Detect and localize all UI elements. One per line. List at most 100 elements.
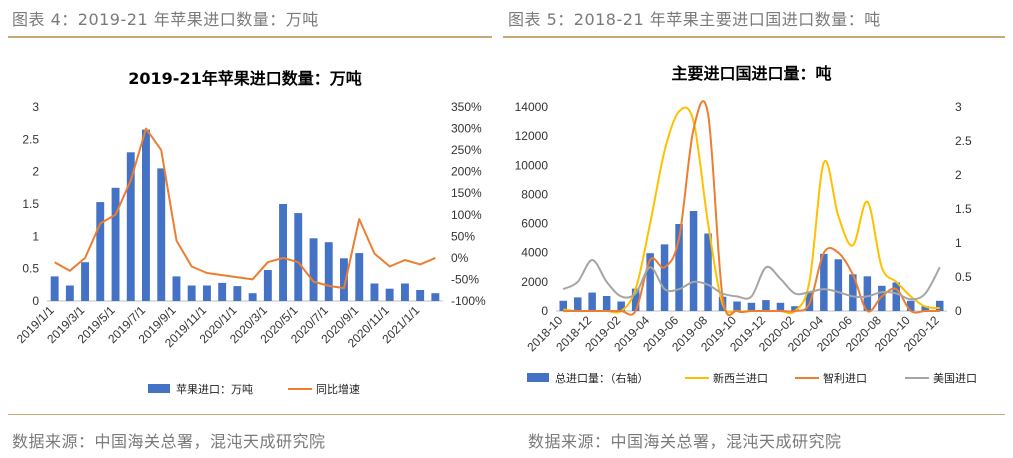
legend-swatch xyxy=(527,373,549,382)
bar xyxy=(187,285,196,301)
bar xyxy=(340,258,348,301)
y-left-tick-label: 2000 xyxy=(521,275,548,289)
bar xyxy=(294,213,303,301)
bar xyxy=(834,259,843,311)
bar xyxy=(416,290,425,301)
chart-title: 2019-21年苹果进口数量：万吨 xyxy=(128,69,361,88)
bar xyxy=(96,202,105,301)
legend-item: 新西兰进口 xyxy=(685,371,768,385)
y-left-tick-label: 3 xyxy=(32,100,39,114)
y-right-tick-label: 200% xyxy=(451,165,482,179)
bar xyxy=(203,285,211,301)
legend-label: 同比增速 xyxy=(316,382,360,396)
bar xyxy=(936,300,944,311)
bar xyxy=(602,296,611,311)
bar xyxy=(907,300,915,311)
legend-item: 总进口量：（右轴） xyxy=(527,371,649,385)
y-left-tick-label: 0 xyxy=(32,294,39,308)
bar xyxy=(689,211,698,311)
y-left-tick-label: 14000 xyxy=(515,100,549,114)
y-left-tick-label: 4000 xyxy=(521,246,548,260)
bar xyxy=(81,262,89,301)
bar xyxy=(401,283,409,301)
legend-item: 智利进口 xyxy=(795,371,867,385)
source-left: 数据来源：中国海关总署，混沌天成研究院 xyxy=(12,432,326,451)
divider-bottom xyxy=(8,414,1005,415)
y-left-tick-label: 6000 xyxy=(521,217,548,231)
y-right-tick-label: 2 xyxy=(955,168,962,182)
bar xyxy=(279,204,287,301)
legend-swatch xyxy=(148,384,170,393)
series-line xyxy=(54,127,436,290)
bar xyxy=(762,300,770,311)
series-line xyxy=(563,106,940,315)
bar xyxy=(820,253,828,311)
bar xyxy=(309,238,318,301)
y-right-tick-label: 0.5 xyxy=(955,270,972,284)
bar xyxy=(111,187,120,301)
bar xyxy=(157,168,166,301)
bar xyxy=(324,242,333,301)
bar xyxy=(126,152,135,301)
bar xyxy=(660,244,669,311)
y-left-tick-label: 10000 xyxy=(515,158,549,172)
bar xyxy=(218,282,227,301)
y-right-tick-label: 100% xyxy=(451,208,482,222)
y-right-tick-label: 150% xyxy=(451,186,482,200)
legend-item: 苹果进口：万吨 xyxy=(148,382,253,396)
y-right-tick-label: 0% xyxy=(451,251,469,265)
legend-item: 同比增速 xyxy=(288,382,360,396)
bar xyxy=(574,297,582,311)
bar xyxy=(142,129,150,301)
bar xyxy=(631,288,640,311)
bar xyxy=(849,274,857,311)
series-line xyxy=(563,100,940,317)
y-left-tick-label: 2.5 xyxy=(22,132,39,146)
bar xyxy=(355,253,364,301)
bar xyxy=(233,286,242,301)
bar xyxy=(385,288,394,301)
y-right-tick-label: 2.5 xyxy=(955,134,972,148)
bar xyxy=(776,302,785,311)
bar xyxy=(646,253,654,311)
y-right-tick-label: 3 xyxy=(955,100,962,114)
bar xyxy=(617,301,625,311)
y-right-tick-label: -100% xyxy=(451,294,486,308)
caption-left: 图表 4：2019-21 年苹果进口数量：万吨 xyxy=(12,10,319,29)
y-left-tick-label: 0.5 xyxy=(22,262,39,276)
bar xyxy=(431,293,440,301)
chart-title: 主要进口国进口量：吨 xyxy=(671,64,831,83)
legend-label: 智利进口 xyxy=(823,371,867,385)
y-right-tick-label: 1.5 xyxy=(955,202,972,216)
bar xyxy=(733,301,741,311)
divider-top-right xyxy=(503,36,1005,38)
bar xyxy=(172,276,181,301)
bar xyxy=(263,270,272,301)
bar xyxy=(704,233,712,311)
legend-item: 美国进口 xyxy=(905,372,977,385)
bar xyxy=(747,302,756,311)
legend-label: 苹果进口：万吨 xyxy=(176,382,253,396)
y-left-tick-label: 0 xyxy=(541,304,548,318)
bar xyxy=(50,276,59,301)
y-right-tick-label: 0 xyxy=(955,304,962,318)
bar xyxy=(675,224,683,311)
bar xyxy=(791,306,799,311)
legend-label: 新西兰进口 xyxy=(713,371,768,385)
y-left-tick-label: 1.5 xyxy=(22,197,39,211)
legend-label: 美国进口 xyxy=(933,372,977,385)
bar xyxy=(878,285,886,311)
bar xyxy=(370,283,379,301)
y-left-tick-label: 12000 xyxy=(515,129,549,143)
divider-top-left xyxy=(8,36,492,38)
y-left-tick-label: 8000 xyxy=(521,187,548,201)
caption-right: 图表 5：2018-21 年苹果主要进口国进口数量：吨 xyxy=(508,10,881,29)
source-right: 数据来源：中国海关总署，混沌天成研究院 xyxy=(528,432,842,451)
bar xyxy=(921,306,929,311)
bar xyxy=(588,292,596,311)
y-right-tick-label: 50% xyxy=(451,229,475,243)
bar xyxy=(892,282,900,311)
series-line xyxy=(562,259,941,301)
